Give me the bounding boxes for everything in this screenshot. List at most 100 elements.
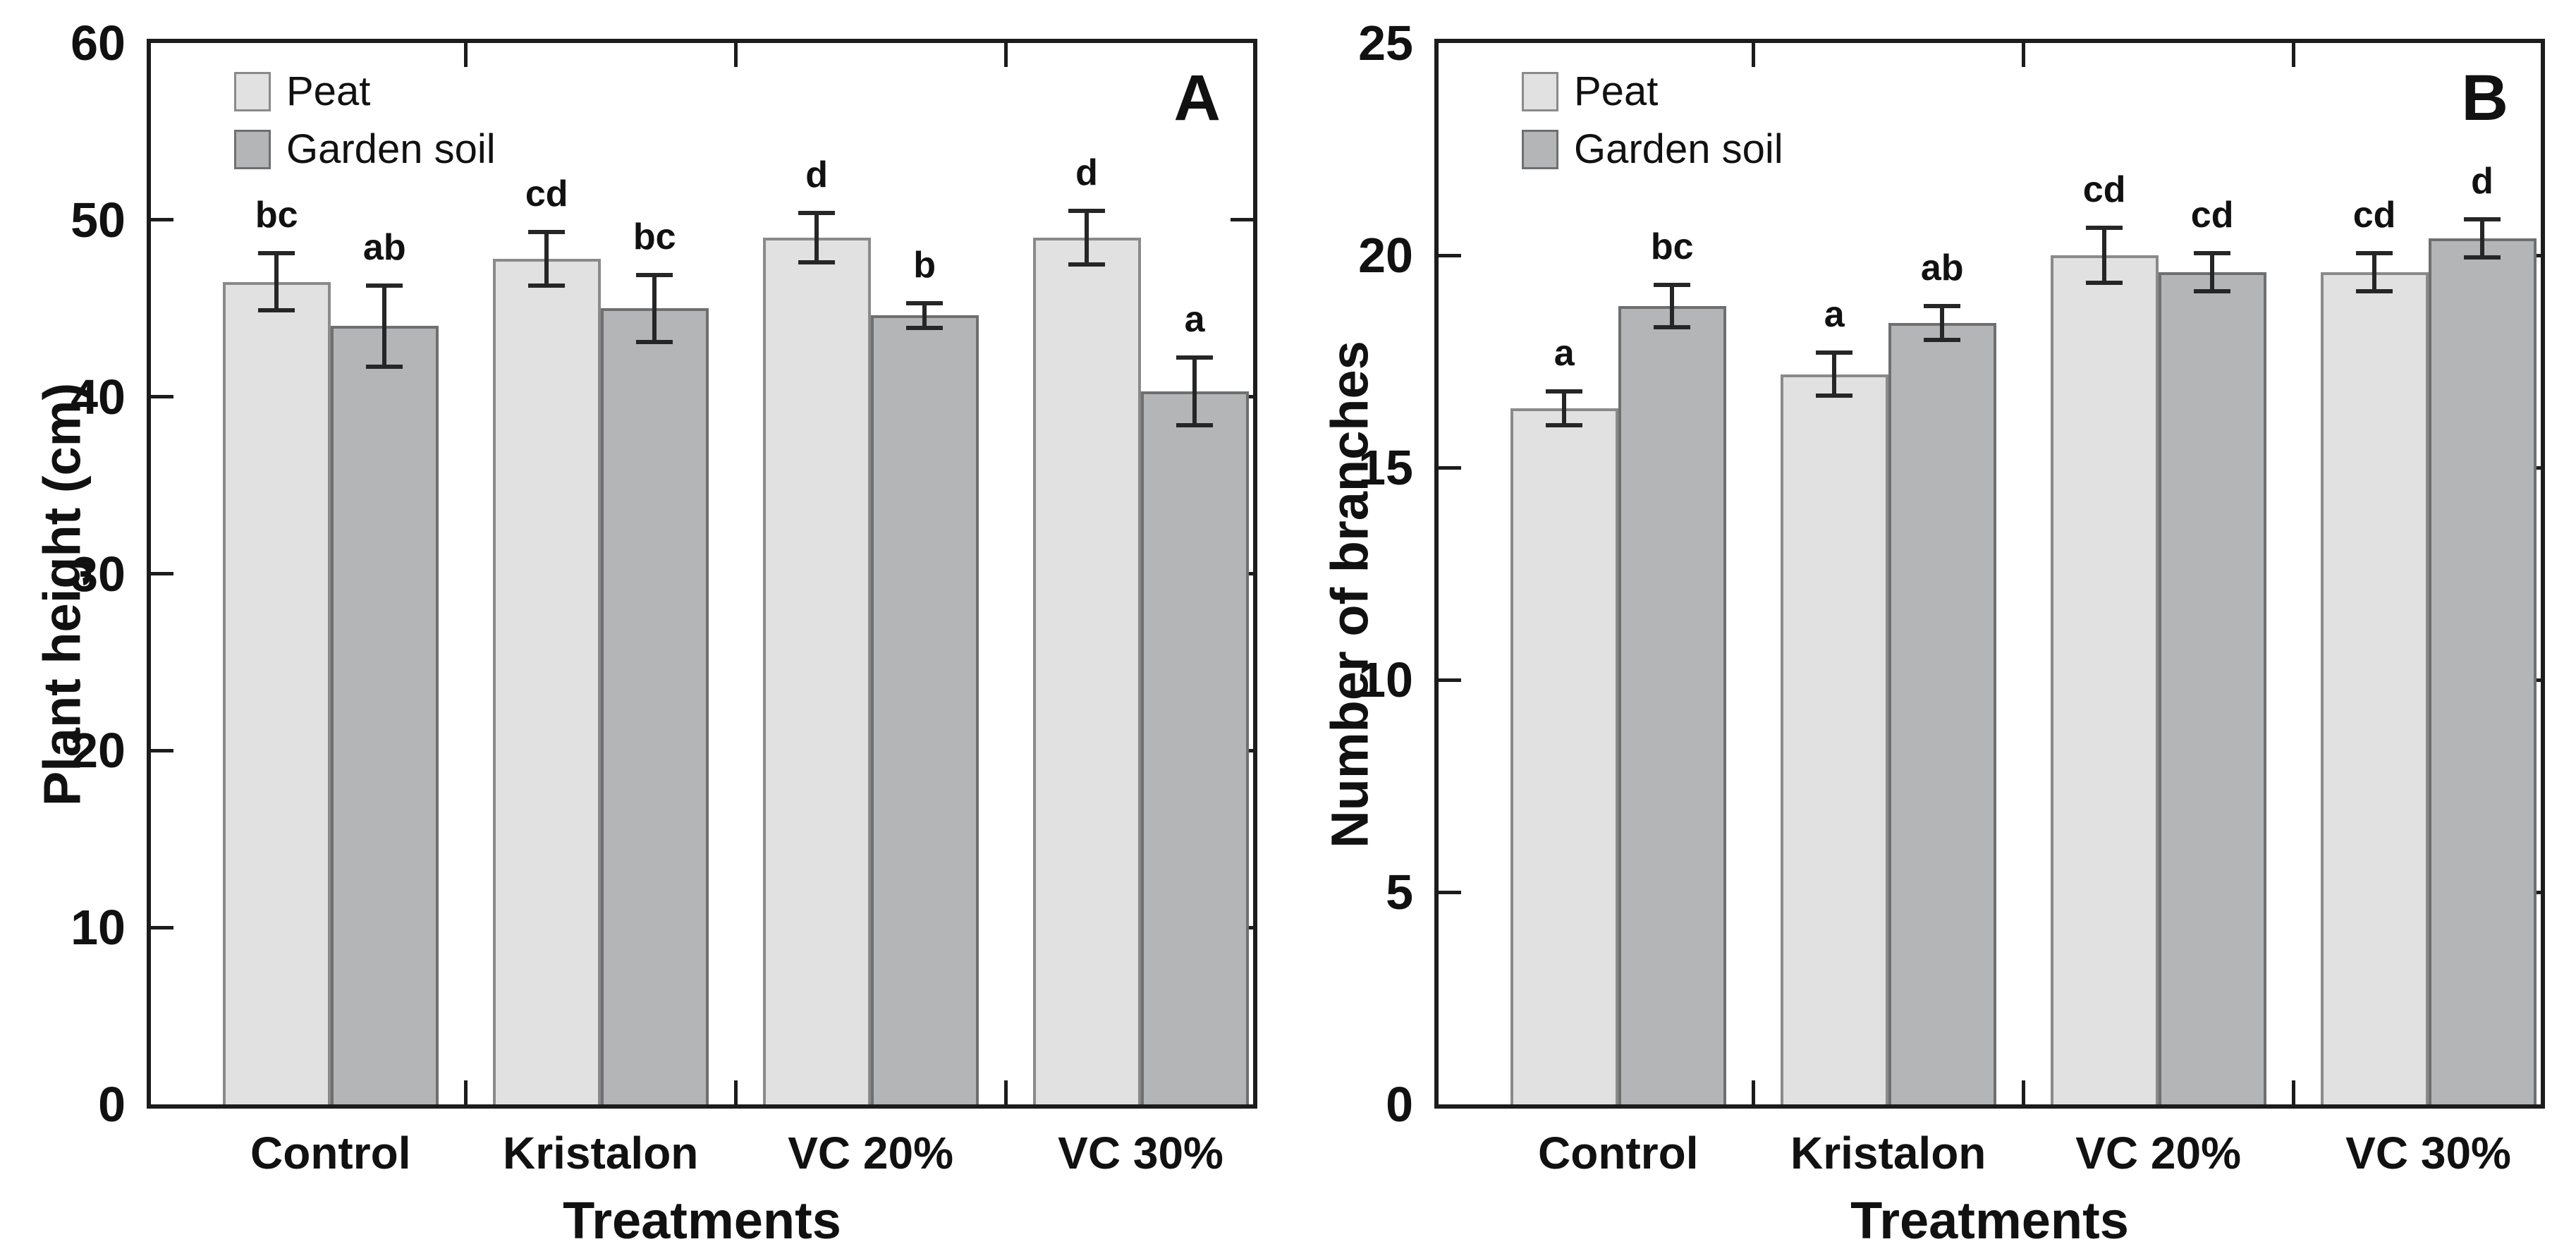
x-tick-mark	[1751, 1080, 1755, 1104]
x-axis-title-a: Treatments	[563, 1191, 841, 1250]
x-tick-label-vc-30-: VC 30%	[1058, 1128, 1223, 1178]
x-tick-label-vc-20-: VC 20%	[2075, 1128, 2242, 1178]
error-bar-cap-top	[2194, 250, 2231, 255]
x-tick-label-kristalon: Kristalon	[1790, 1128, 1986, 1178]
panel-letter-b: B	[2461, 62, 2508, 134]
sig-letter: cd	[2352, 194, 2396, 236]
error-bar	[2210, 252, 2215, 292]
y-tick-mark	[1439, 890, 1461, 894]
error-bar-cap-bottom	[258, 307, 295, 312]
error-bar-cap-top	[1546, 389, 1583, 394]
error-bar-cap-bottom	[798, 260, 836, 265]
legend-label-garden-soil: Garden soil	[286, 126, 496, 172]
error-bar-cap-bottom	[1068, 262, 1106, 267]
error-bar-cap-top	[906, 300, 944, 305]
legend-label-peat: Peat	[1574, 68, 1659, 114]
error-bar-cap-bottom	[1924, 338, 1961, 343]
x-axis-title-b: Treatments	[1850, 1191, 2129, 1250]
y-tick-label: 5	[1386, 865, 1413, 920]
error-bar	[1192, 358, 1197, 425]
legend-swatch-peat	[234, 72, 271, 111]
x-tick-mark	[1003, 43, 1008, 67]
bar-peat	[2050, 255, 2159, 1104]
y-tick-mark	[151, 925, 173, 929]
sig-letter: a	[1184, 299, 1205, 341]
y-tick-label: 60	[71, 16, 126, 71]
bar-peat	[492, 259, 601, 1104]
error-bar	[2480, 219, 2485, 257]
error-bar-cap-top	[1654, 283, 1691, 288]
error-bar	[1085, 211, 1089, 264]
y-tick-mark	[151, 218, 173, 222]
error-bar	[382, 285, 387, 367]
x-tick-mark	[463, 1080, 468, 1104]
error-bar-cap-top	[1068, 209, 1106, 214]
y-tick-label: 50	[71, 192, 126, 248]
y-tick-label: 30	[71, 546, 126, 602]
error-bar-cap-top	[1176, 355, 1214, 360]
sig-letter: d	[2471, 160, 2493, 202]
y-tick-mark	[1439, 678, 1461, 682]
error-bar-cap-top	[798, 210, 836, 215]
legend-label-peat: Peat	[286, 68, 371, 114]
y-tick-mark	[1231, 218, 1253, 222]
y-tick-label: 20	[71, 723, 126, 779]
error-bar	[2102, 227, 2107, 283]
sig-letter: cd	[2082, 169, 2126, 210]
error-bar	[1832, 353, 1837, 396]
bar-garden-soil	[330, 326, 439, 1104]
y-tick-label: 10	[1358, 652, 1413, 707]
legend-swatch-garden-soil	[234, 130, 271, 169]
x-tick-mark	[733, 43, 738, 67]
bar-garden-soil	[1888, 323, 1996, 1104]
y-tick-label: 40	[71, 369, 126, 425]
error-bar-cap-top	[528, 230, 566, 235]
x-tick-mark	[733, 1080, 738, 1104]
y-tick-label: 0	[1386, 1077, 1413, 1132]
bar-garden-soil	[1618, 306, 1726, 1104]
x-tick-label-control: Control	[250, 1128, 411, 1178]
sig-letter: cd	[525, 173, 568, 215]
legend-b: Peat Garden soil	[1522, 70, 1783, 185]
sig-letter: bc	[255, 195, 298, 236]
sig-letter: cd	[2190, 194, 2234, 236]
error-bar-cap-top	[258, 251, 295, 256]
legend-label-garden-soil: Garden soil	[1574, 126, 1783, 172]
plot-area-a: Peat Garden soil A bc ab cd bc d b d a	[147, 39, 1257, 1109]
bar-peat	[1510, 408, 1618, 1104]
bar-peat	[222, 281, 331, 1104]
error-bar-cap-top	[636, 272, 673, 277]
sig-letter: bc	[633, 216, 676, 257]
sig-letter: ab	[362, 226, 406, 268]
panel-a: Plant height (cm) Peat Garden soil A bc a…	[33, 16, 1257, 1250]
error-bar-cap-top	[1816, 350, 1853, 355]
legend-item-garden-soil: Garden soil	[1522, 128, 1783, 171]
y-tick-label: 0	[98, 1077, 126, 1132]
y-tick-mark	[1439, 253, 1461, 257]
error-bar-cap-bottom	[1176, 422, 1214, 427]
x-tick-mark	[2021, 43, 2025, 67]
y-tick-mark	[151, 572, 173, 575]
error-bar	[544, 232, 549, 286]
x-tick-label-vc-20-: VC 20%	[788, 1128, 954, 1178]
plot-area-b: Peat Garden soil B a bc a ab cd cd cd d	[1434, 39, 2545, 1109]
error-bar	[1940, 306, 1945, 341]
x-tick-mark	[2021, 1080, 2025, 1104]
x-tick-label-vc-30-: VC 30%	[2345, 1128, 2511, 1178]
error-bar-cap-bottom	[2086, 281, 2123, 286]
error-bar-cap-bottom	[2194, 289, 2231, 294]
sig-letter: ab	[1920, 248, 1964, 289]
y-tick-label: 15	[1358, 440, 1413, 495]
error-bar-cap-top	[2356, 250, 2393, 255]
x-tick-mark	[1751, 43, 1755, 67]
legend-item-garden-soil: Garden soil	[234, 128, 496, 171]
bar-peat	[2320, 272, 2429, 1104]
error-bar-cap-bottom	[366, 365, 403, 370]
y-tick-mark	[1439, 465, 1461, 470]
sig-letter: bc	[1650, 226, 1694, 268]
bar-garden-soil	[1140, 391, 1249, 1104]
legend-swatch-peat	[1522, 72, 1558, 111]
x-tick-label-kristalon: Kristalon	[503, 1128, 699, 1178]
y-tick-label: 10	[71, 900, 126, 956]
